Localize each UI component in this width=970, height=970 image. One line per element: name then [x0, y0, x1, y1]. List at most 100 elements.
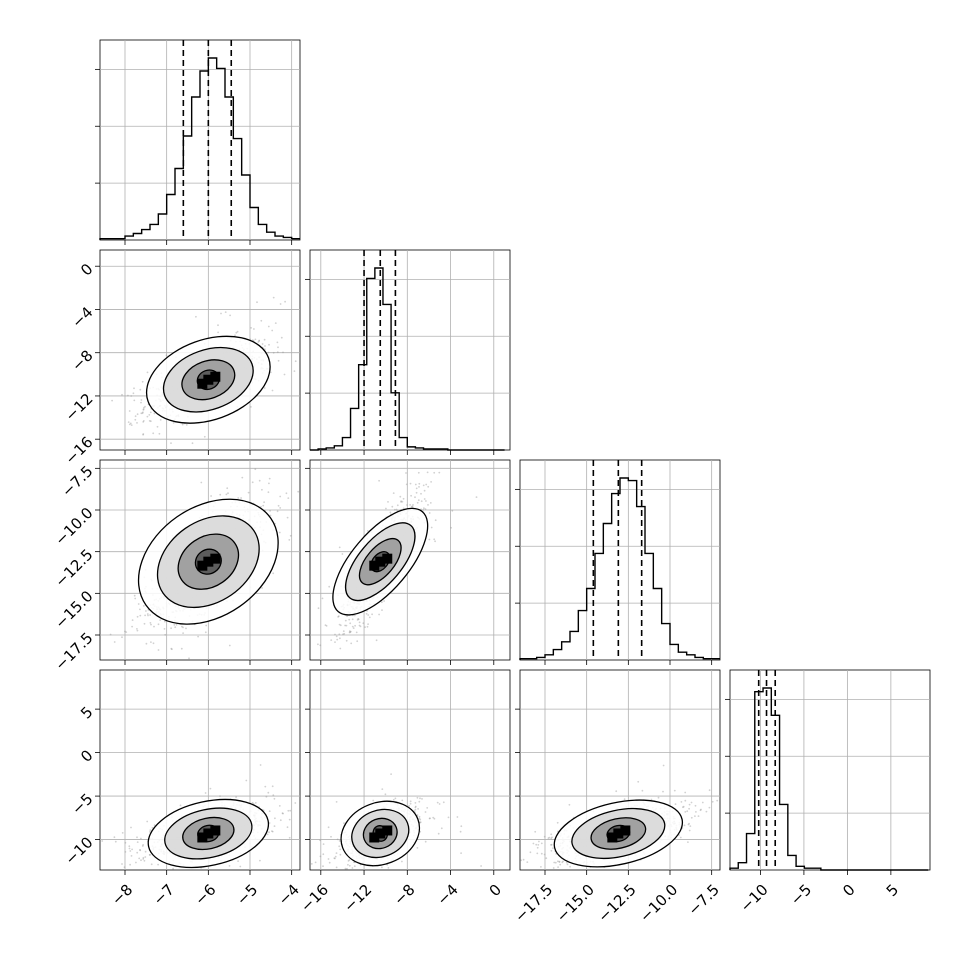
scatter-point — [185, 424, 188, 426]
scatter-point — [351, 625, 354, 628]
scatter-point — [131, 619, 134, 621]
scatter-point — [354, 624, 356, 627]
scatter-point — [330, 835, 332, 838]
scatter-point — [287, 809, 290, 812]
scatter-point — [137, 603, 140, 605]
scatter-point — [380, 601, 383, 604]
scatter-point — [428, 817, 431, 820]
scatter-point — [387, 501, 389, 503]
scatter-point — [674, 803, 677, 805]
scatter-point — [438, 471, 441, 474]
scatter-point — [282, 812, 284, 815]
scatter-point — [157, 649, 160, 651]
scatter-point — [139, 849, 142, 852]
scatter-point — [351, 618, 354, 621]
scatter-point — [144, 850, 147, 853]
scatter-point — [456, 816, 459, 818]
scatter-point — [268, 343, 270, 346]
scatter-point — [294, 802, 297, 804]
scatter-point — [210, 495, 213, 497]
scatter-point — [136, 422, 138, 424]
scatter-point — [227, 492, 229, 495]
scatter-point — [405, 472, 407, 474]
scatter-point — [424, 840, 427, 843]
scatter-point — [185, 627, 187, 630]
scatter-point — [228, 865, 231, 867]
scatter-point — [114, 840, 117, 843]
scatter-point — [217, 324, 219, 327]
scatter-point — [113, 641, 116, 643]
scatter-point — [419, 797, 421, 800]
scatter-point — [520, 859, 522, 862]
scatter-point — [317, 643, 319, 646]
scatter-point — [259, 859, 261, 862]
scatter-point — [241, 476, 244, 479]
scatter-point — [381, 788, 384, 790]
scatter-point — [288, 539, 291, 541]
scatter-point — [423, 507, 425, 510]
scatter-point — [310, 863, 313, 865]
scatter-point — [149, 622, 152, 624]
scatter-point — [434, 519, 437, 522]
scatter-point — [410, 494, 412, 497]
scatter-point — [263, 387, 266, 389]
scatter-point — [273, 797, 276, 800]
scatter-point — [144, 405, 146, 408]
scatter-point — [279, 303, 282, 305]
scatter-point — [128, 423, 131, 426]
scatter-point — [333, 857, 336, 859]
scatter-point — [339, 853, 342, 856]
scatter-point — [182, 632, 185, 634]
scatter-point — [219, 493, 222, 496]
scatter-point — [149, 829, 152, 831]
scatter-point — [195, 315, 197, 318]
scatter-point — [432, 816, 435, 819]
scatter-point — [414, 805, 417, 808]
scatter-point — [142, 856, 145, 859]
scatter-point — [111, 399, 113, 402]
scatter-point — [690, 801, 693, 804]
scatter-point — [414, 802, 417, 804]
scatter-point — [153, 625, 155, 628]
scatter-point — [348, 859, 351, 861]
scatter-point — [283, 373, 286, 376]
scatter-point — [267, 791, 270, 794]
scatter-point — [335, 852, 338, 854]
histogram-panel-0 — [99, 39, 301, 241]
scatter-point — [425, 483, 428, 486]
scatter-point — [268, 831, 270, 834]
scatter-point — [286, 516, 289, 519]
scatter-point — [328, 585, 331, 588]
scatter-point — [338, 546, 341, 549]
scatter-point — [234, 334, 236, 337]
scatter-point — [330, 639, 333, 641]
scatter-point — [662, 764, 665, 767]
scatter-point — [171, 648, 173, 651]
scatter-point — [460, 852, 462, 854]
scatter-point — [552, 847, 554, 849]
scatter-point — [375, 639, 378, 642]
scatter-point — [554, 861, 557, 864]
scatter-point — [159, 619, 162, 621]
scatter-point — [172, 867, 175, 870]
scatter-point — [344, 624, 346, 627]
scatter-point — [365, 612, 368, 615]
scatter-point — [334, 641, 336, 643]
scatter-point — [152, 642, 155, 645]
scatter-point — [136, 841, 139, 843]
scatter-point — [170, 647, 173, 650]
scatter-point — [355, 631, 358, 634]
scatter-point — [143, 622, 146, 625]
scatter-point — [121, 863, 123, 865]
scatter-point — [272, 572, 275, 575]
scatter-point — [288, 818, 291, 821]
scatter-point — [268, 477, 271, 480]
scatter-point — [256, 301, 258, 304]
density-core-cell — [382, 825, 393, 836]
histogram-step-line — [519, 477, 720, 660]
scatter-point — [428, 512, 431, 514]
scatter-point — [145, 610, 147, 612]
scatter-point — [132, 392, 135, 395]
scatter-point — [219, 795, 221, 797]
scatter-point — [384, 793, 387, 796]
